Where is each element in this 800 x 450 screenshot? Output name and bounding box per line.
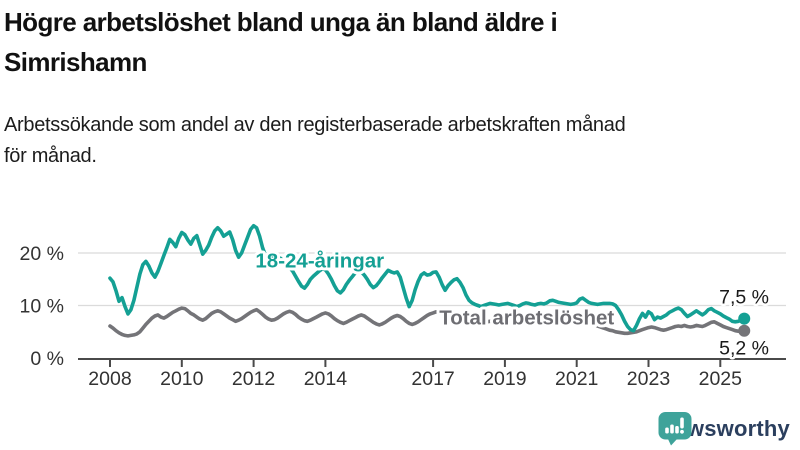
- y-axis-tick-label-20: 20 %: [20, 243, 64, 265]
- x-axis-tick-label-2010: 2010: [160, 368, 204, 390]
- x-axis-tick-label-2012: 2012: [232, 368, 275, 390]
- newsworthy-chart-bubble-icon: [658, 412, 692, 446]
- x-axis-tick-label-2025: 2025: [699, 368, 743, 390]
- x-axis-tick-label-2023: 2023: [627, 368, 670, 390]
- series-label-youth: 18-24-åringar: [255, 250, 384, 273]
- x-axis-tick-label-2014: 2014: [304, 368, 348, 390]
- y-axis-tick-label-0: 0 %: [30, 348, 64, 370]
- series-end-dot-total: [738, 324, 751, 337]
- series-end-dot-youth: [738, 312, 751, 325]
- end-value-label-youth: 7,5 %: [719, 287, 769, 309]
- chart-subtitle-line-2: för månad.: [4, 145, 97, 167]
- end-value-label-total: 5,2 %: [719, 338, 769, 360]
- chart-subtitle: Arbetssökande som andel av den registerb…: [4, 110, 796, 172]
- x-axis-tick-label-2008: 2008: [88, 368, 131, 390]
- x-axis-tick-label-2019: 2019: [483, 368, 526, 390]
- x-axis-tick-label-2021: 2021: [555, 368, 598, 390]
- chart-title-line-2: Simrishamn: [4, 47, 147, 77]
- series-line-total: [108, 306, 746, 338]
- y-axis-tick-label-10: 10 %: [20, 296, 64, 318]
- newsworthy-logo[interactable]: Newsworthy: [658, 411, 790, 447]
- x-axis-tick-label-2017: 2017: [411, 368, 454, 390]
- series-label-total: Total arbetslöshet: [439, 306, 614, 329]
- chart-subtitle-line-1: Arbetssökande som andel av den registerb…: [4, 114, 626, 136]
- chart-title-line-1: Högre arbetslöshet bland unga än bland ä…: [4, 7, 558, 37]
- chart-title: Högre arbetslöshet bland unga än bland ä…: [4, 2, 796, 82]
- series-line-youth: [108, 223, 746, 333]
